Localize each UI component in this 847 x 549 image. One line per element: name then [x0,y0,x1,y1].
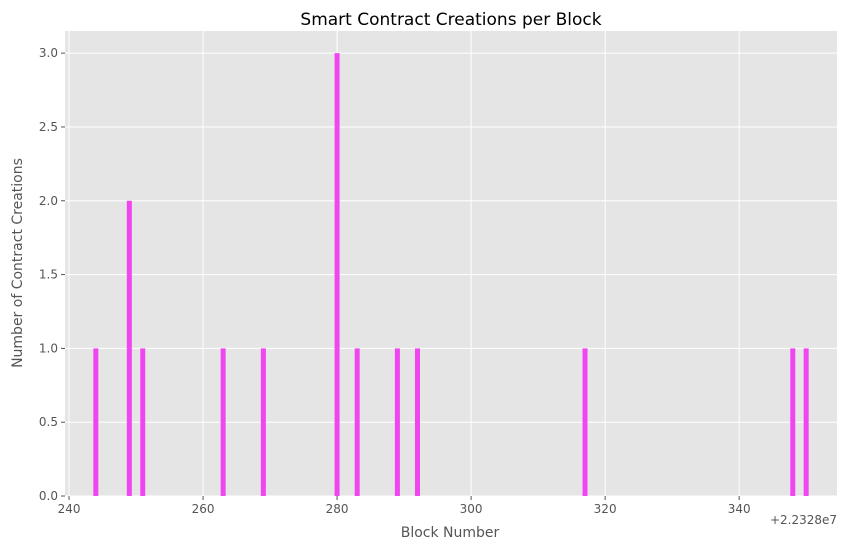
bar [93,348,99,496]
bar [394,348,400,496]
x-axis-offset-label: +2.2328e7 [770,513,837,527]
y-tick-label: 1.5 [39,268,58,282]
y-tick-label: 2.0 [39,194,58,208]
x-tick-label: 300 [460,502,483,516]
bar [414,348,420,496]
bar [803,348,809,496]
bar [140,348,146,496]
x-tick-label: 260 [192,502,215,516]
bar [334,53,340,497]
y-tick-label: 3.0 [39,46,58,60]
y-axis-title: Number of Contract Creations [10,158,26,368]
x-axis-title: Block Number [401,525,500,541]
bar [260,348,266,496]
y-tick-label: 0.0 [39,489,58,503]
grid-lines [65,31,837,497]
x-tick-label: 340 [728,502,751,516]
bar [790,348,796,496]
bar [354,348,360,496]
y-tick-label: 2.5 [39,120,58,134]
x-tick-label: 280 [326,502,349,516]
bars [93,53,809,497]
bar [126,200,132,496]
tick-labels: 240 260 280 300 320 340 0.0 0.5 1.0 1.5 2.0 2.5 3.0 [39,46,751,516]
x-tick-label: 240 [58,502,81,516]
plot-background [65,31,837,496]
y-tick-label: 1.0 [39,341,58,355]
x-tick-label: 320 [594,502,617,516]
bar [582,348,588,496]
y-tick-label: 0.5 [39,415,58,429]
chart-title: Smart Contract Creations per Block [300,10,601,30]
bar [220,348,226,496]
